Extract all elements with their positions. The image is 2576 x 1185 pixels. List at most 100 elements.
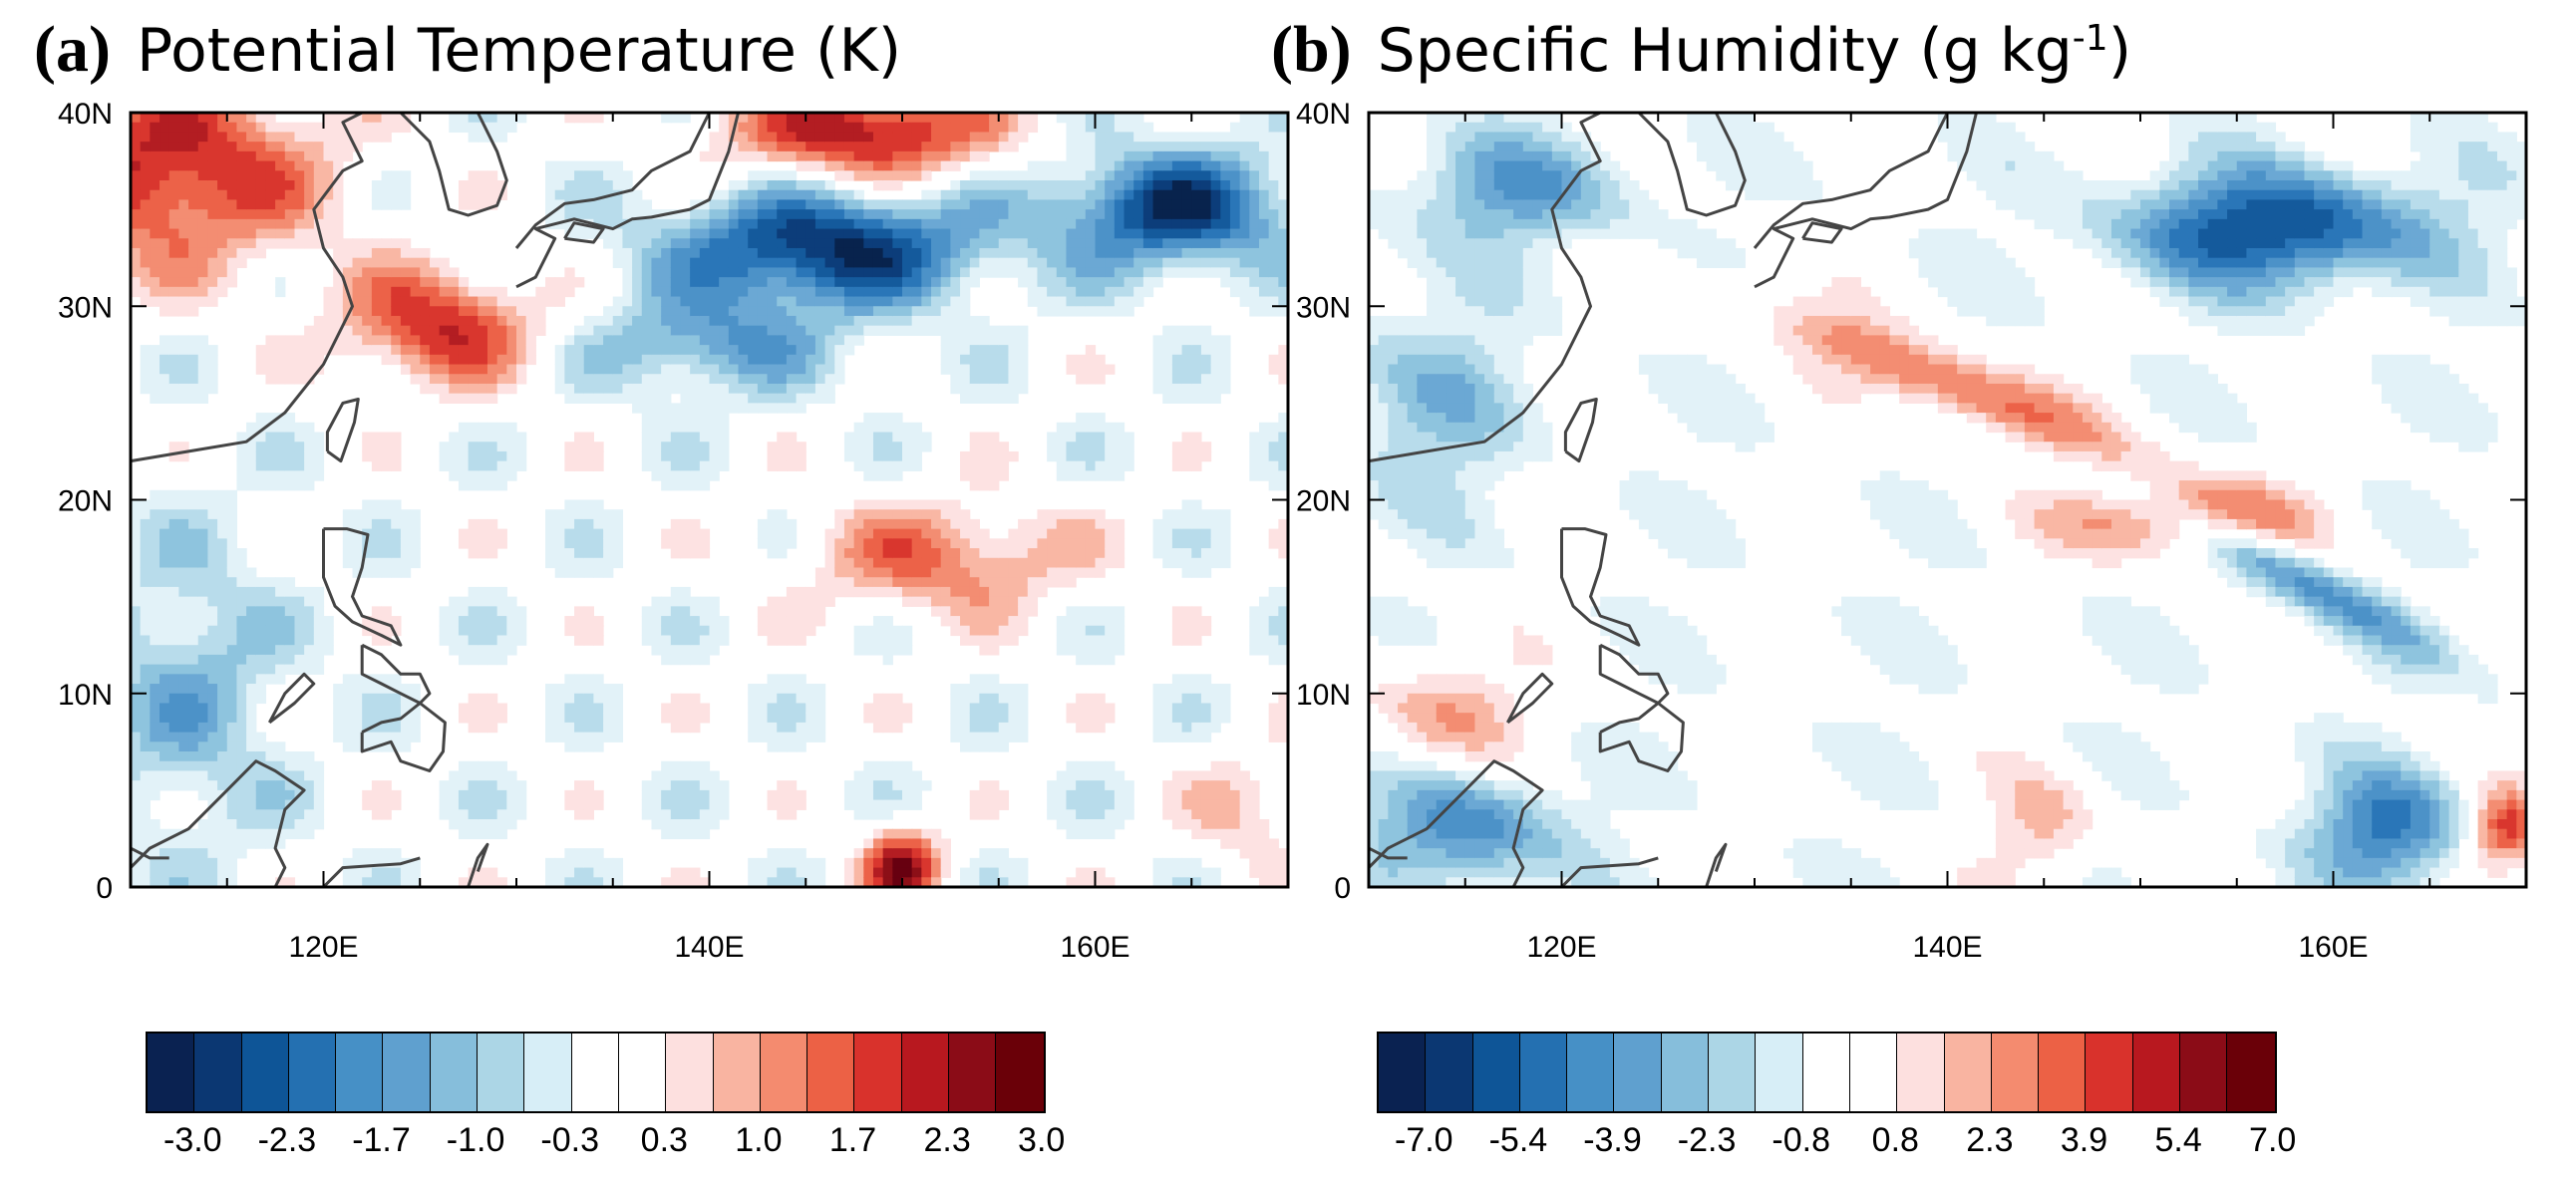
- field-cell: [304, 751, 315, 762]
- field-cell: [362, 548, 373, 559]
- field-cell: [709, 335, 720, 346]
- field-cell: [265, 345, 276, 356]
- field-cell: [545, 277, 556, 288]
- field-cell: [400, 189, 412, 201]
- field-cell: [574, 674, 585, 685]
- field-cell: [486, 548, 498, 559]
- field-cell: [892, 179, 903, 191]
- field-cell: [902, 867, 913, 878]
- field-cell: [1171, 142, 1183, 152]
- field-cell: [612, 179, 624, 191]
- field-cell: [603, 170, 614, 181]
- field-cell: [1191, 267, 1202, 278]
- field-cell: [246, 751, 257, 762]
- field-cell: [989, 450, 1000, 462]
- field-cell: [1114, 470, 1126, 481]
- field-cell: [834, 218, 845, 230]
- field-cell: [342, 877, 354, 888]
- field-cell: [391, 450, 402, 462]
- field-cell: [651, 625, 662, 637]
- field-cell: [486, 586, 498, 598]
- field-cell: [1076, 113, 1087, 124]
- field-cell: [275, 432, 286, 443]
- field-cell: [564, 867, 575, 878]
- field-cell: [979, 247, 990, 259]
- field-cell: [1152, 335, 1163, 346]
- field-cell: [1133, 267, 1144, 278]
- field-cell: [178, 257, 189, 268]
- field-cell: [950, 325, 961, 336]
- field-cell: [960, 528, 971, 539]
- field-cell: [178, 567, 189, 578]
- field-cell: [381, 848, 392, 859]
- field-cell: [284, 170, 296, 181]
- field-cell: [863, 470, 874, 481]
- field-cell: [362, 684, 373, 695]
- field-cell: [478, 450, 488, 462]
- field-cell: [478, 179, 488, 191]
- field-cell: [284, 828, 296, 840]
- field-cell: [150, 751, 161, 762]
- field-cell: [1076, 770, 1087, 781]
- field-cell: [805, 693, 816, 705]
- field-cell: [449, 113, 460, 124]
- field-cell: [950, 713, 961, 724]
- field-cell: [1200, 354, 1212, 366]
- field-cell: [564, 722, 575, 734]
- field-cell: [1162, 703, 1173, 714]
- field-cell: [950, 538, 961, 549]
- field-cell: [284, 577, 296, 588]
- field-cell: [140, 838, 151, 849]
- field-cell: [410, 684, 421, 695]
- field-cell: [603, 713, 614, 724]
- field-cell: [863, 703, 874, 714]
- field-cell: [1066, 635, 1077, 646]
- field-cell: [304, 228, 315, 239]
- field-cell: [670, 586, 682, 598]
- field-cell: [1066, 645, 1077, 656]
- field-cell: [651, 209, 662, 220]
- field-cell: [1066, 286, 1077, 298]
- field-cell: [333, 199, 344, 210]
- field-cell: [168, 645, 179, 656]
- field-cell: [960, 150, 971, 162]
- field-cell: [1114, 142, 1126, 152]
- field-cell: [486, 450, 498, 462]
- field-cell: [304, 354, 315, 366]
- field-cell: [757, 325, 769, 336]
- field-cell: [535, 325, 546, 336]
- field-cell: [1105, 460, 1116, 471]
- field-cell: [160, 877, 170, 888]
- field-cell: [496, 828, 507, 840]
- field-cell: [641, 345, 653, 356]
- field-cell: [255, 770, 267, 781]
- field-cell: [525, 354, 536, 366]
- field-cell: [1181, 189, 1192, 201]
- field-cell: [150, 228, 161, 239]
- field-cell: [824, 277, 835, 288]
- field-cell: [468, 596, 479, 607]
- field-cell: [786, 857, 798, 869]
- field-cell: [583, 509, 595, 520]
- field-cell: [371, 238, 383, 249]
- field-cell: [535, 306, 546, 317]
- field-cell: [226, 228, 238, 239]
- field-cell: [381, 741, 392, 752]
- field-cell: [979, 345, 990, 356]
- field-cell: [1076, 247, 1087, 259]
- field-cell: [1076, 645, 1087, 656]
- field-cell: [1085, 150, 1097, 162]
- field-cell: [1018, 247, 1029, 259]
- field-cell: [217, 238, 228, 249]
- field-cell: [748, 354, 759, 366]
- field-cell: [439, 635, 450, 646]
- field-cell: [449, 645, 460, 656]
- field-cell: [960, 199, 971, 210]
- field-cell: [188, 703, 199, 714]
- field-cell: [690, 693, 701, 705]
- field-cell: [786, 528, 798, 539]
- field-cell: [670, 867, 682, 878]
- field-cell: [188, 848, 199, 859]
- field-cell: [391, 315, 402, 327]
